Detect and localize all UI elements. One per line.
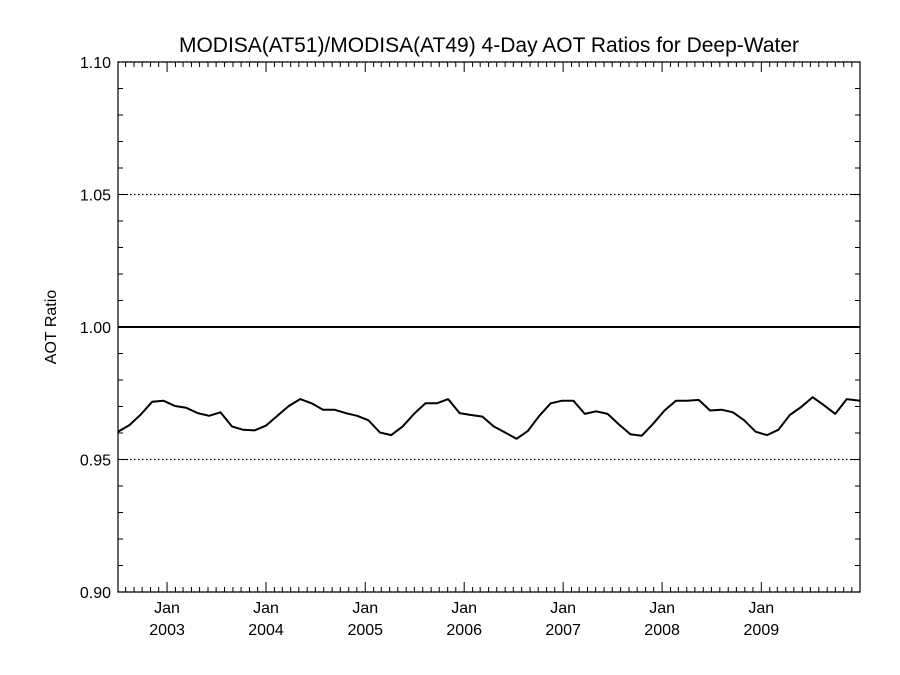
x-tick-month-2007: Jan (550, 600, 576, 617)
x-tick-month-2008: Jan (649, 600, 675, 617)
x-tick-month-2009: Jan (748, 600, 774, 617)
y-tick-label-1.10: 1.10 (80, 55, 111, 72)
x-tick-year-2004: 2004 (248, 622, 284, 639)
x-tick-year-2008: 2008 (644, 622, 680, 639)
x-tick-month-2006: Jan (451, 600, 477, 617)
series-layer (117, 396, 861, 440)
series-line-0 (117, 396, 861, 440)
y-tick-label-0.95: 0.95 (80, 453, 111, 470)
y-axis-label: AOT Ratio (43, 290, 60, 365)
chart-title: MODISA(AT51)/MODISA(AT49) 4-Day AOT Rati… (179, 34, 799, 57)
x-tick-year-2007: 2007 (545, 622, 581, 639)
x-tick-labels: Jan 2003 Jan 2004 Jan 2005 Jan 2006 Jan 2007 Jan 20… (149, 600, 779, 639)
y-tick-labels: 0.90 0.95 1.00 1.05 1.10 (80, 55, 111, 602)
minor-tick-layer (118, 61, 860, 593)
x-tick-year-2005: 2005 (347, 622, 383, 639)
plot-frame (117, 61, 861, 593)
x-tick-year-2003: 2003 (149, 622, 185, 639)
x-tick-year-2009: 2009 (744, 622, 780, 639)
x-tick-month-2005: Jan (352, 600, 378, 617)
y-tick-label-1.00: 1.00 (80, 320, 111, 337)
x-tick-month-2003: Jan (154, 600, 180, 617)
x-tick-year-2006: 2006 (446, 622, 482, 639)
y-tick-label-0.90: 0.90 (80, 585, 111, 602)
x-tick-month-2004: Jan (253, 600, 279, 617)
y-tick-label-1.05: 1.05 (80, 188, 111, 205)
